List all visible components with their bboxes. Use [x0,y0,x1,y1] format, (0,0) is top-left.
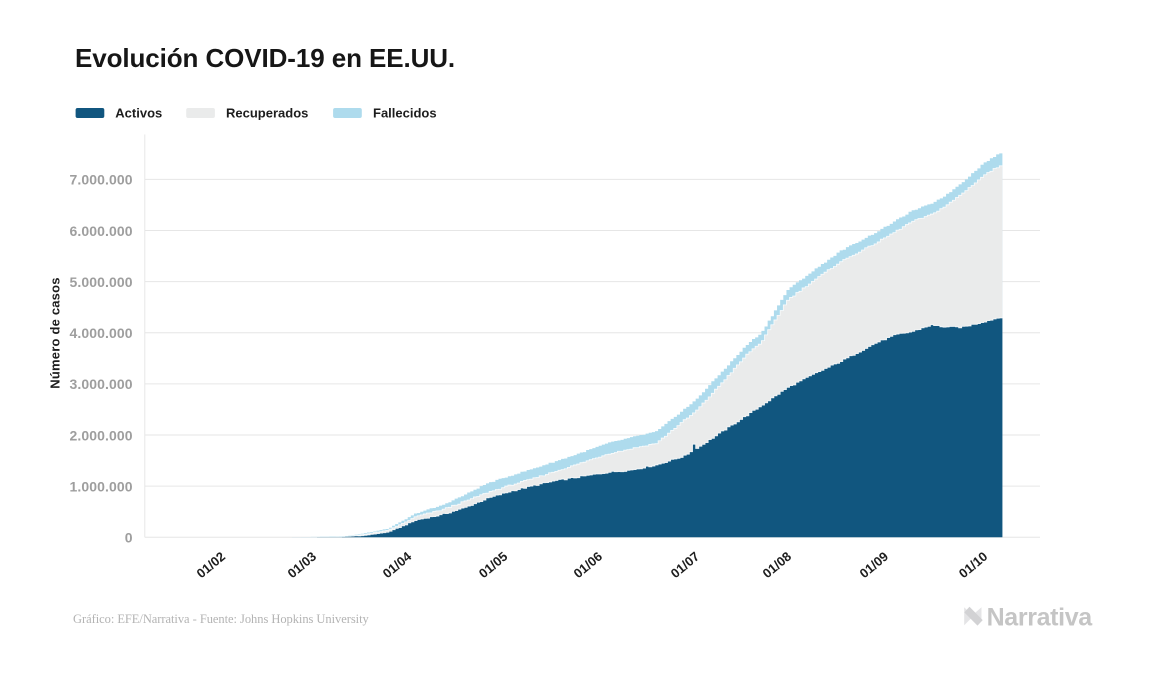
svg-text:Activos: Activos [115,106,162,121]
svg-text:Número de casos: Número de casos [48,277,63,388]
svg-text:4.000.000: 4.000.000 [70,325,133,341]
svg-text:0: 0 [125,530,133,546]
svg-text:Recuperados: Recuperados [226,106,308,121]
svg-text:Narrativa: Narrativa [987,604,1094,632]
svg-text:Evolución COVID-19 en EE.UU.: Evolución COVID-19 en EE.UU. [75,43,455,73]
svg-text:Fallecidos: Fallecidos [373,106,437,121]
svg-text:1.000.000: 1.000.000 [70,478,133,494]
svg-text:2.000.000: 2.000.000 [70,427,133,443]
svg-text:Gráfico: EFE/Narrativa - Fuent: Gráfico: EFE/Narrativa - Fuente: Johns H… [73,612,370,626]
svg-text:5.000.000: 5.000.000 [70,274,133,290]
svg-text:7.000.000: 7.000.000 [70,172,133,188]
svg-text:3.000.000: 3.000.000 [70,376,133,392]
svg-text:6.000.000: 6.000.000 [70,223,133,239]
